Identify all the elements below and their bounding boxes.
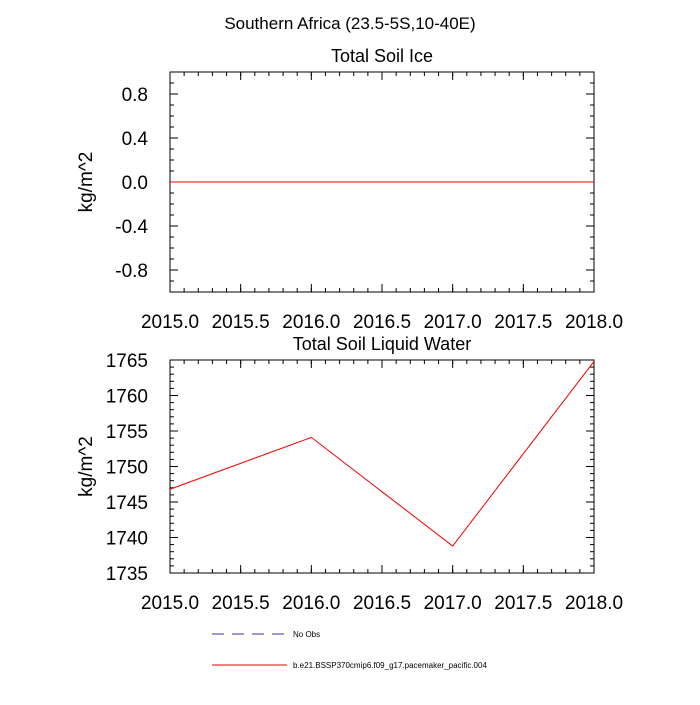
soil-liquid-y-tick-label: 1735: [106, 564, 148, 585]
soil-ice-y-tick-label: 0.4: [122, 129, 149, 150]
soil-liquid-title: Total Soil Liquid Water: [293, 334, 471, 354]
soil-liquid-y-axis-label: kg/m^2: [76, 436, 97, 497]
soil-liquid-y-tick-label: 1755: [106, 422, 148, 443]
soil-ice-x-tick-label: 2018.0: [565, 312, 623, 333]
legend-label-no-obs: No Obs: [293, 630, 320, 639]
legend: No Obs b.e21.BSSP370cmip6.f09_g17.pacema…: [212, 630, 487, 670]
soil-liquid-y-tick-label: 1740: [106, 529, 148, 550]
soil-liquid-y-tick-label: 1765: [106, 351, 148, 372]
soil-liquid-x-tick-label: 2015.0: [141, 593, 199, 614]
soil-ice-y-tick-label: -0.8: [115, 261, 148, 282]
soil-liquid-series-line: [169, 361, 595, 547]
soil-ice-x-tick-label: 2017.5: [494, 312, 552, 333]
soil-liquid-x-tick-label: 2017.0: [424, 593, 482, 614]
soil-liquid-x-tick-label: 2018.0: [565, 593, 623, 614]
soil-liquid-x-tick-label: 2016.5: [353, 593, 411, 614]
soil-liquid-x-tick-label: 2015.5: [212, 593, 270, 614]
soil-liquid-plot-frame: [169, 359, 595, 574]
soil-liquid-x-tick-label: 2017.5: [494, 593, 552, 614]
panel-total-soil-ice: Total Soil Ice kg/m^2 2015.0 2015.5 2016.0 20…: [76, 46, 623, 333]
soil-ice-x-tick-label: 2015.0: [141, 312, 199, 333]
soil-ice-x-tick-label: 2017.0: [424, 312, 482, 333]
soil-ice-y-tick-label: -0.4: [115, 217, 148, 238]
main-title: Southern Africa (23.5-5S,10-40E): [224, 14, 475, 33]
legend-label-model: b.e21.BSSP370cmip6.f09_g17.pacemaker_pac…: [293, 661, 487, 670]
soil-liquid-y-tick-label: 1750: [106, 458, 148, 479]
soil-ice-x-tick-label: 2016.0: [282, 312, 340, 333]
soil-ice-y-tick-label: 0.8: [122, 85, 148, 106]
soil-liquid-y-tick-label: 1745: [106, 493, 148, 514]
soil-ice-title: Total Soil Ice: [331, 46, 433, 66]
soil-ice-x-tick-label: 2015.5: [212, 312, 270, 333]
soil-ice-y-axis-label: kg/m^2: [76, 152, 97, 213]
soil-liquid-x-tick-label: 2016.0: [282, 593, 340, 614]
soil-ice-x-tick-label: 2016.5: [353, 312, 411, 333]
panel-total-soil-liquid-water: Total Soil Liquid Water kg/m^2 2015.0 2015.…: [76, 334, 623, 614]
soil-ice-y-tick-label: 0.0: [122, 173, 148, 194]
soil-liquid-y-tick-label: 1760: [106, 387, 148, 408]
